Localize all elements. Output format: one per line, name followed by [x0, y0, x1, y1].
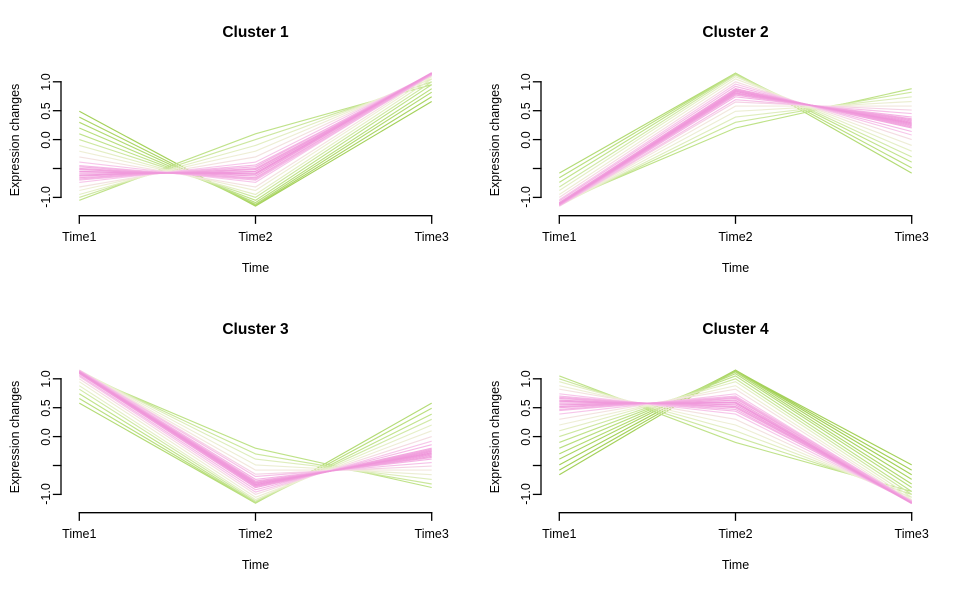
x-axis-label: Time: [721, 261, 750, 275]
y-tick-label: 1.0: [518, 370, 533, 388]
x-tick-label: Time1: [542, 230, 577, 244]
y-tick-label: 0.0: [38, 130, 53, 149]
x-tick-label: Time3: [414, 527, 449, 541]
y-tick-label: -1.0: [518, 483, 533, 506]
y-tick-label: 0.0: [518, 427, 533, 446]
y-axis-label: Expression changes: [8, 83, 22, 196]
y-tick-label: -1.0: [518, 186, 533, 209]
panel-cluster-2: Cluster 2 Expression changes 1.0 0.5 0.0…: [480, 0, 960, 297]
cluster-4-plot-canvas: [532, 369, 913, 521]
y-tick-label: 1.0: [518, 73, 533, 91]
y-tick-label: 1.0: [38, 370, 53, 388]
y-tick-label: 0.5: [518, 398, 533, 417]
y-tick-label: 1.0: [38, 73, 53, 91]
x-tick-label: Time1: [62, 527, 97, 541]
y-tick-label: 0.5: [38, 398, 53, 417]
y-axis-label: Expression changes: [8, 380, 22, 493]
panel-title: Cluster 4: [702, 321, 769, 338]
cluster-1-plot-canvas: [52, 72, 433, 224]
x-tick-label: Time1: [542, 527, 577, 541]
x-tick-label: Time2: [238, 527, 273, 541]
y-tick-label: 0.0: [518, 130, 533, 149]
panel-title: Cluster 3: [222, 321, 289, 338]
panel-title: Cluster 2: [702, 24, 769, 41]
x-tick-label: Time3: [414, 230, 449, 244]
x-tick-label: Time2: [718, 230, 753, 244]
y-axis-label: Expression changes: [488, 83, 502, 196]
panel-cluster-1: Cluster 1 Expression changes 1.0 0.5 0.0…: [0, 0, 480, 297]
y-tick-label: -1.0: [38, 186, 53, 209]
y-tick-label: 0.5: [518, 101, 533, 120]
y-tick-label: 0.5: [38, 101, 53, 120]
y-axis-label: Expression changes: [488, 380, 502, 493]
panel-cluster-4: Cluster 4 Expression changes 1.0 0.5 0.0…: [480, 297, 960, 593]
x-axis-label: Time: [721, 558, 750, 572]
x-axis-label: Time: [241, 261, 270, 275]
x-tick-label: Time2: [238, 230, 273, 244]
x-tick-label: Time3: [894, 230, 929, 244]
x-tick-label: Time3: [894, 527, 929, 541]
cluster-2-plot-canvas: [532, 72, 913, 224]
panel-cluster-3: Cluster 3 Expression changes 1.0 0.5 0.0…: [0, 297, 480, 593]
panel-title: Cluster 1: [222, 24, 289, 41]
y-tick-label: -1.0: [38, 483, 53, 506]
x-tick-label: Time2: [718, 527, 753, 541]
x-axis-label: Time: [241, 558, 270, 572]
x-tick-label: Time1: [62, 230, 97, 244]
y-tick-label: 0.0: [38, 427, 53, 446]
cluster-3-plot-canvas: [52, 369, 433, 521]
